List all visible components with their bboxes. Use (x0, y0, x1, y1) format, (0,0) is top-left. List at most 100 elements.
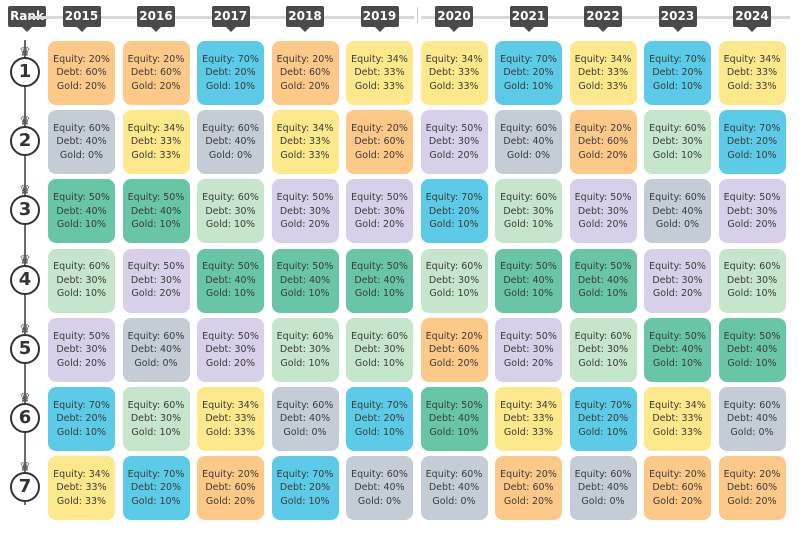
allocation-line: Equity: 34% (723, 53, 781, 65)
allocation-cell: Equity: 50% Debt: 30% Gold: 20% (495, 317, 562, 382)
allocation-cell: Equity: 70% Debt: 20% Gold: 10% (718, 110, 786, 175)
allocation-line: Equity: 50% (276, 192, 334, 204)
allocation-line: Debt: 40% (56, 136, 107, 148)
allocation-line: Equity: 20% (574, 122, 632, 134)
allocation-cell: Equity: 60% Debt: 40% Gold: 0% (420, 456, 488, 521)
allocation-cell: Equity: 70% Debt: 20% Gold: 10% (420, 179, 488, 244)
allocation-line: Debt: 40% (577, 482, 629, 494)
allocation-line: Equity: 50% (127, 192, 185, 204)
allocation-line: Debt: 20% (726, 136, 778, 148)
allocation-line: Debt: 40% (726, 413, 778, 425)
allocation-line: Debt: 30% (354, 205, 405, 217)
allocation-line: Gold: 20% (205, 357, 256, 369)
allocation-line: Debt: 20% (428, 205, 480, 217)
allocation-cell: Equity: 20% Debt: 60% Gold: 20% (48, 41, 115, 105)
allocation-line: Equity: 50% (127, 261, 185, 273)
allocation-line: Gold: 33% (429, 80, 479, 92)
allocation-line: Gold: 10% (652, 357, 703, 369)
allocation-cell: Equity: 50% Debt: 40% Gold: 10% (197, 248, 264, 313)
allocation-line: Equity: 50% (425, 399, 483, 411)
rank-number: 7 (10, 472, 40, 503)
allocation-line: Equity: 50% (500, 261, 557, 273)
allocation-line: Equity: 34% (276, 122, 334, 134)
allocation-line: Gold: 0% (655, 219, 700, 231)
allocation-line: Gold: 20% (56, 80, 107, 92)
allocation-line: Equity: 34% (500, 399, 557, 411)
allocation-cell: Equity: 60% Debt: 40% Gold: 0% (644, 179, 711, 244)
allocation-line: Debt: 40% (279, 413, 331, 425)
header-line-separator (416, 7, 418, 23)
allocation-line: Debt: 30% (56, 274, 107, 286)
allocation-line: Gold: 20% (503, 357, 554, 369)
allocation-line: Gold: 10% (280, 357, 330, 369)
allocation-cell: Equity: 50% Debt: 30% Gold: 20% (346, 179, 413, 244)
crown-icon: ♛ (19, 390, 31, 405)
allocation-line: Equity: 20% (723, 468, 781, 480)
allocation-line: Gold: 10% (354, 357, 405, 369)
allocation-cell: Equity: 50% Debt: 30% Gold: 20% (718, 179, 786, 244)
allocation-line: Debt: 60% (130, 67, 182, 79)
allocation-line: Equity: 50% (202, 330, 259, 342)
allocation-line: Gold: 20% (131, 80, 181, 92)
allocation-line: Equity: 70% (574, 399, 632, 411)
rank-header-tag: Rank (8, 6, 46, 32)
allocation-line: Debt: 33% (577, 67, 629, 79)
rank-marker-4: ♛ 4 (6, 252, 44, 305)
allocation-line: Equity: 50% (574, 261, 632, 273)
allocation-cell: Equity: 20% Debt: 60% Gold: 20% (569, 110, 637, 175)
allocation-cell: Equity: 34% Debt: 33% Gold: 33% (346, 41, 413, 105)
allocation-cell: Equity: 50% Debt: 40% Gold: 10% (420, 387, 488, 451)
allocation-line: Equity: 50% (649, 330, 706, 342)
allocation-cell: Equity: 70% Debt: 20% Gold: 10% (346, 387, 413, 451)
allocation-cell: Equity: 60% Debt: 30% Gold: 10% (48, 248, 115, 313)
allocation-line: Gold: 10% (205, 219, 256, 231)
allocation-line: Equity: 70% (53, 399, 110, 411)
allocation-cell: Equity: 50% Debt: 30% Gold: 20% (271, 179, 339, 244)
allocation-line: Debt: 33% (279, 136, 331, 148)
allocation-line: Debt: 20% (279, 482, 331, 494)
allocation-line: Gold: 20% (652, 288, 703, 300)
allocation-line: Gold: 0% (432, 495, 476, 507)
allocation-line: Debt: 30% (652, 274, 703, 286)
allocation-line: Gold: 10% (205, 288, 256, 300)
allocation-line: Equity: 60% (276, 330, 334, 342)
allocation-line: Gold: 10% (131, 495, 181, 507)
allocation-cell: Equity: 34% Debt: 33% Gold: 33% (495, 387, 562, 451)
allocation-line: Gold: 10% (503, 288, 554, 300)
allocation-cell: Equity: 34% Debt: 33% Gold: 33% (197, 387, 264, 451)
allocation-line: Equity: 60% (500, 122, 557, 134)
allocation-line: Debt: 30% (130, 413, 182, 425)
allocation-cell: Equity: 50% Debt: 40% Gold: 10% (495, 248, 562, 313)
allocation-line: Equity: 50% (574, 192, 632, 204)
allocation-cell: Equity: 60% Debt: 40% Gold: 0% (346, 456, 413, 521)
allocation-line: Gold: 10% (131, 219, 181, 231)
allocation-line: Gold: 20% (354, 149, 405, 161)
allocation-line: Debt: 30% (279, 344, 331, 356)
rank-number: 3 (10, 195, 40, 226)
allocation-cell: Equity: 70% Debt: 20% Gold: 10% (271, 456, 339, 521)
allocation-line: Debt: 30% (577, 205, 629, 217)
allocation-line: Debt: 40% (354, 274, 405, 286)
allocation-line: Equity: 34% (649, 399, 706, 411)
allocation-line: Gold: 20% (280, 80, 330, 92)
year-tag-2015: 2015 (62, 6, 101, 32)
allocation-line: Debt: 40% (577, 274, 629, 286)
allocation-line: Equity: 60% (202, 192, 259, 204)
allocation-line: Equity: 34% (351, 53, 408, 65)
allocation-cell: Equity: 50% Debt: 30% Gold: 20% (197, 317, 264, 382)
allocation-cell: Equity: 70% Debt: 20% Gold: 10% (48, 387, 115, 451)
allocation-line: Equity: 50% (276, 261, 334, 273)
allocation-line: Gold: 20% (131, 288, 181, 300)
allocation-line: Equity: 70% (351, 399, 408, 411)
allocation-line: Gold: 33% (578, 80, 628, 92)
allocation-cell: Equity: 20% Debt: 60% Gold: 20% (718, 456, 786, 521)
allocation-line: Equity: 34% (53, 468, 110, 480)
allocation-line: Debt: 30% (205, 205, 256, 217)
allocation-line: Debt: 40% (652, 205, 703, 217)
allocation-line: Debt: 30% (503, 205, 554, 217)
rank-marker-5: ♛ 5 (6, 321, 44, 374)
allocation-cell: Equity: 20% Debt: 60% Gold: 20% (197, 456, 264, 521)
allocation-line: Gold: 10% (578, 288, 628, 300)
year-tag-2022: 2022 (584, 6, 622, 32)
allocation-line: Equity: 60% (649, 122, 706, 134)
